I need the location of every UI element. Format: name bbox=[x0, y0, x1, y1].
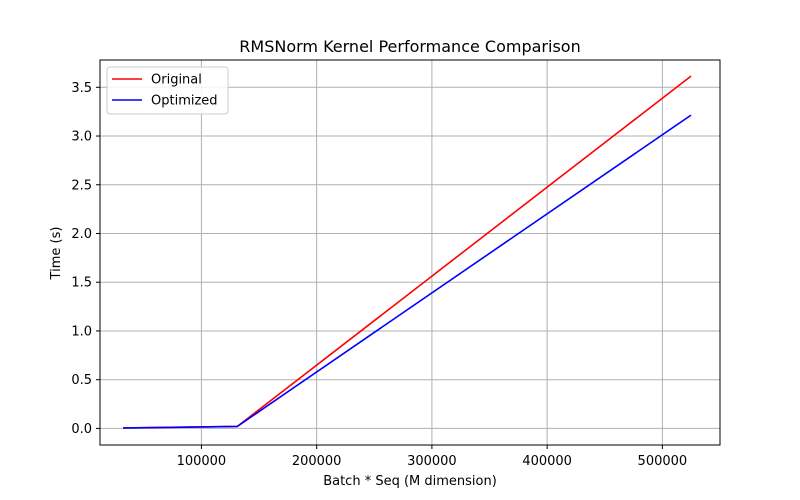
x-tick-label: 400000 bbox=[522, 454, 572, 469]
x-axis-ticks: 100000 200000 300000 400000 500000 bbox=[177, 445, 688, 469]
x-tick-label: 100000 bbox=[177, 454, 227, 469]
x-tick-label: 300000 bbox=[407, 454, 457, 469]
chart-title: RMSNorm Kernel Performance Comparison bbox=[239, 37, 580, 56]
y-tick-label: 3.5 bbox=[71, 81, 92, 96]
y-tick-label: 1.5 bbox=[71, 276, 92, 291]
x-tick-label: 200000 bbox=[292, 454, 342, 469]
y-tick-label: 2.0 bbox=[71, 227, 92, 242]
grid bbox=[100, 60, 720, 445]
x-tick-label: 500000 bbox=[638, 454, 688, 469]
y-tick-label: 0.5 bbox=[71, 373, 92, 388]
y-tick-label: 0.0 bbox=[71, 422, 92, 437]
series-lines bbox=[123, 75, 692, 429]
y-tick-label: 1.0 bbox=[71, 324, 92, 339]
series-line-optimized bbox=[123, 114, 692, 429]
y-axis-label: Time (s) bbox=[49, 227, 64, 281]
legend-label-optimized: Optimized bbox=[151, 94, 218, 109]
y-axis-ticks: 0.0 0.5 1.0 1.5 2.0 2.5 3.0 3.5 bbox=[71, 81, 100, 437]
legend: Original Optimized bbox=[106, 66, 229, 115]
x-axis-label: Batch * Seq (M dimension) bbox=[323, 474, 497, 489]
legend-label-original: Original bbox=[151, 73, 202, 88]
plot-frame bbox=[99, 59, 721, 446]
y-tick-label: 3.0 bbox=[71, 130, 92, 145]
y-tick-label: 2.5 bbox=[71, 178, 92, 193]
